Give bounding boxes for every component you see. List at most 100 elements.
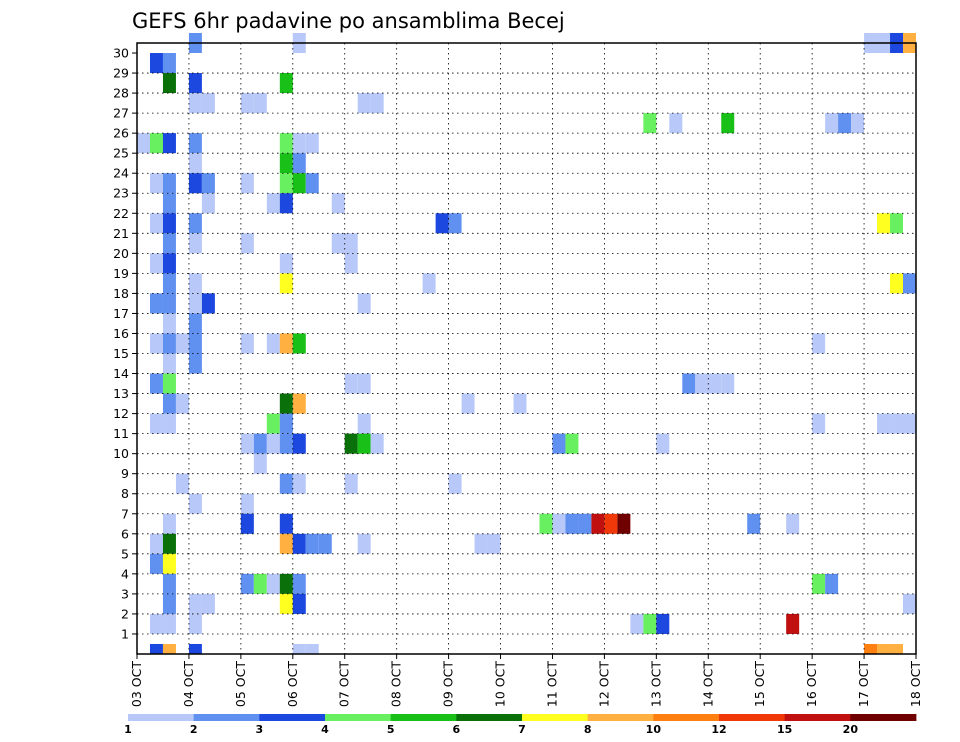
heatmap-cell [162,133,176,154]
heatmap-cell [825,573,839,594]
heatmap-cell [240,173,254,194]
x-tick-label: 18 OCT [908,661,923,707]
heatmap-cell [162,643,176,654]
heatmap-cell [838,113,852,134]
heatmap-cell [565,513,579,534]
colorbar-swatch [653,714,720,721]
heatmap-cell [149,133,163,154]
heatmap-cell [162,53,176,74]
chart-title: GEFS 6hr padavine po ansamblima Becej [132,9,565,33]
colorbar-label: 4 [321,723,329,736]
heatmap-cell [188,493,202,514]
heatmap-cell [162,73,176,94]
heatmap-cell [253,433,267,454]
x-tick-label: 10 OCT [493,661,508,707]
heatmap-cell [149,53,163,74]
heatmap-cell [344,433,358,454]
colorbar-swatch [325,714,392,721]
heatmap-cell [175,473,189,494]
heatmap-cell [279,433,293,454]
heatmap-cell [279,333,293,354]
heatmap-cell [305,173,319,194]
colorbar-swatch [587,714,654,721]
colorbar-swatch [850,714,917,721]
colorbar-label: 10 [646,723,662,736]
heatmap-cell [864,643,878,654]
heatmap-cell [279,573,293,594]
heatmap-cell [175,393,189,414]
heatmap-cell [292,333,306,354]
heatmap-cell [201,193,215,214]
heatmap-cell [266,333,280,354]
heatmap-cell [591,513,605,534]
x-tick-label: 14 OCT [700,661,715,707]
heatmap-cell [292,593,306,614]
heatmap-cell [188,173,202,194]
heatmap-cell [149,533,163,554]
heatmap-cell [890,213,904,234]
plot-frame [136,42,917,655]
heatmap-cell [357,413,371,434]
heatmap-cell [708,373,722,394]
heatmap-cell [630,613,644,634]
heatmap-cell [422,273,436,294]
heatmap-cell [344,373,358,394]
y-tick-label: 18 [113,286,129,301]
heatmap-cell [812,413,826,434]
heatmap-cell [240,513,254,534]
y-tick-label: 4 [121,566,129,581]
y-tick-label: 16 [113,326,129,341]
colorbar-label: 15 [777,723,792,736]
heatmap-cell [279,473,293,494]
heatmap-cell [318,533,332,554]
heatmap-cell [149,213,163,234]
y-tick-label: 6 [121,526,129,541]
heatmap-cell [903,413,916,434]
heatmap-cell [279,253,293,274]
heatmap-cell [137,133,150,154]
heatmap-cell [656,613,670,634]
heatmap-cell [656,433,670,454]
colorbar: 1 2 3 4 5 6 7 8 10 12 15 20 [124,714,917,736]
heatmap-cell [357,93,371,114]
y-tick-label: 12 [113,406,129,421]
heatmap-cell [747,513,761,534]
heatmap-cell [240,93,254,114]
heatmap-cell [162,333,176,354]
x-tick-label: 17 OCT [856,661,871,707]
heatmap-cell [162,553,176,574]
heatmap-cell [188,613,202,634]
heatmap-cell [279,133,293,154]
heatmap-cell [357,533,371,554]
heatmap-cell [253,93,267,114]
x-tick-label: 09 OCT [441,661,456,707]
y-tick-label: 21 [113,226,129,241]
colorbar-label: 6 [453,723,461,736]
heatmap-cell [474,533,488,554]
heatmap-cell [643,613,657,634]
y-tick-label: 30 [113,46,129,61]
colorbar-label: 1 [124,723,132,736]
heatmap-cell [279,153,293,174]
colorbar-swatch [522,714,589,721]
colorbar-swatch [259,714,326,721]
heatmap-cell [162,173,176,194]
heatmap-cell [279,513,293,534]
heatmap-cell [786,513,800,534]
y-tick-label: 15 [113,346,129,361]
heatmap-cell [357,373,371,394]
heatmap-cell [877,413,891,434]
heatmap-cell [487,533,501,554]
heatmap-cell [240,493,254,514]
heatmap-cell [162,353,176,374]
y-tick-label: 25 [113,146,129,161]
heatmap-cell [292,153,306,174]
heatmap-cell [448,473,462,494]
heatmap-cell [240,333,254,354]
x-tick-label: 04 OCT [181,661,196,707]
y-tick-label: 24 [113,166,129,181]
heatmap-cell [513,393,527,414]
heatmap-cell [149,293,163,314]
heatmap-cell [162,533,176,554]
